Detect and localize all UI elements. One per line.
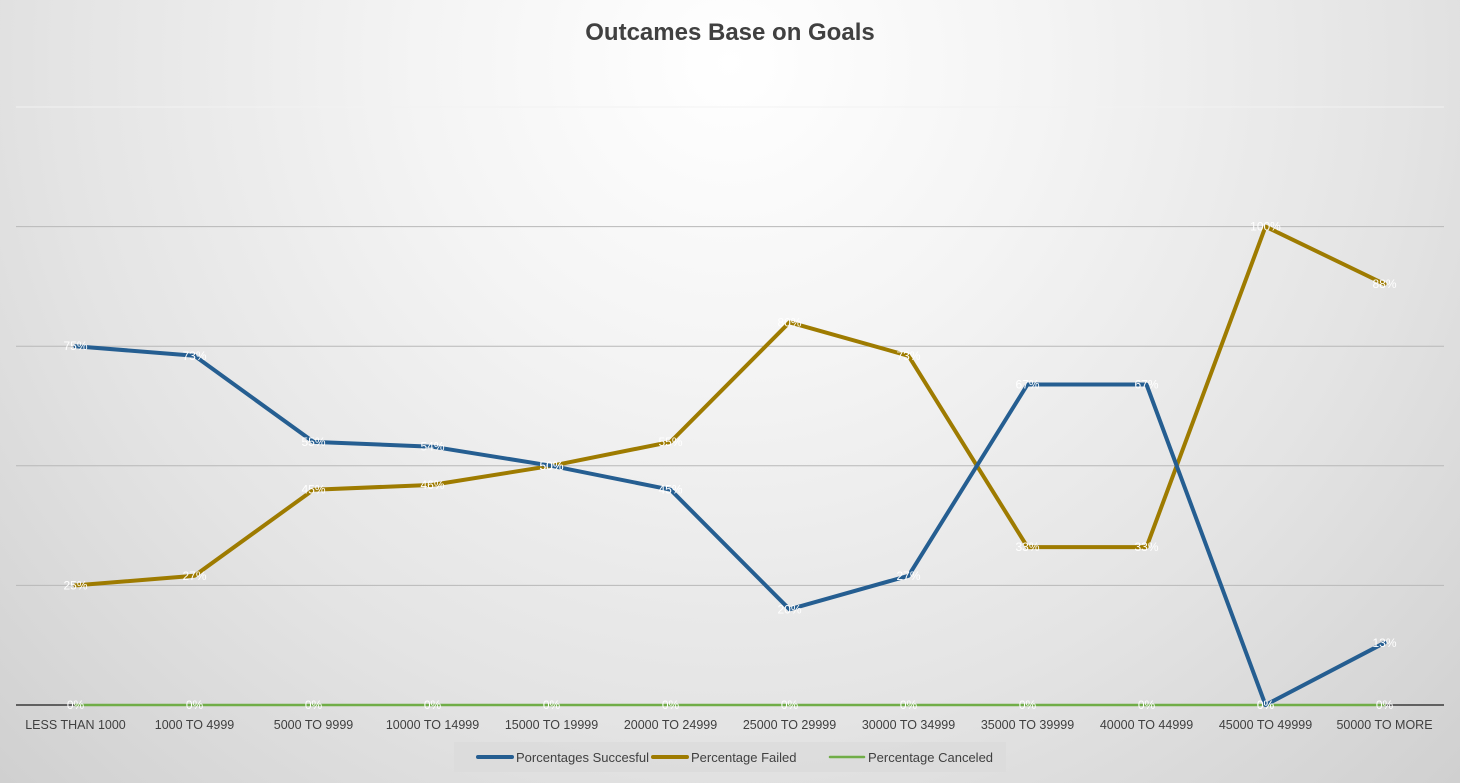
data-label: 20%	[777, 602, 801, 616]
x-tick-label: 30000 TO 34999	[862, 718, 955, 732]
x-tick-label: 20000 TO 24999	[624, 718, 717, 732]
legend: Porcentages Succesful Percentage Failed Pe…	[454, 742, 1006, 772]
x-tick-label: 15000 TO 19999	[505, 718, 598, 732]
data-label: 0%	[543, 698, 561, 712]
x-tick-label: 10000 TO 14999	[386, 718, 479, 732]
data-label: 0%	[900, 698, 918, 712]
data-label: 0%	[1138, 698, 1156, 712]
x-tick-label: 35000 TO 39999	[981, 718, 1074, 732]
x-tick-label: LESS THAN 1000	[25, 718, 126, 732]
x-axis: LESS THAN 1000 1000 TO 4999 5000 TO 9999 10…	[16, 704, 1444, 732]
data-label: 0%	[781, 698, 799, 712]
data-label: 75%	[63, 339, 87, 353]
data-label: 54%	[420, 440, 444, 454]
data-label: 0%	[1019, 698, 1037, 712]
data-label: 27%	[182, 569, 206, 583]
x-tick-label: 5000 TO 9999	[274, 718, 354, 732]
legend-box	[454, 742, 1006, 772]
x-tick-label: 25000 TO 29999	[743, 718, 836, 732]
chart-title: Outcames Base on Goals	[585, 19, 874, 46]
data-label: 33%	[1015, 540, 1039, 554]
data-label: 80%	[777, 315, 801, 329]
x-tick-label: 50000 TO MORE	[1336, 718, 1432, 732]
data-label: 0%	[186, 698, 204, 712]
x-tick-label: 1000 TO 4999	[155, 718, 235, 732]
data-label: 88%	[1372, 277, 1396, 291]
data-label: 67%	[1015, 377, 1039, 391]
data-label: 50%	[539, 459, 563, 473]
data-label: 25%	[63, 578, 87, 592]
data-label: 73%	[896, 349, 920, 363]
data-label: 50%	[539, 459, 563, 473]
data-label: 0%	[424, 698, 442, 712]
series-line	[73, 344, 1387, 707]
data-label: 0%	[1376, 698, 1394, 712]
data-label: 0%	[1257, 698, 1275, 712]
series-line	[73, 224, 1387, 588]
legend-label: Percentage Canceled	[868, 750, 993, 765]
data-label: 0%	[662, 698, 680, 712]
gridlines	[16, 106, 1444, 586]
data-label: 45%	[658, 483, 682, 497]
data-label: 13%	[1372, 636, 1396, 650]
data-label: 55%	[301, 435, 325, 449]
data-labels: 0% 0% 0% 0% 0% 0% 0% 0% 0% 0% 0% 0% 25% 27% 45% 46% 50% 5…	[63, 220, 1396, 712]
data-label: 45%	[301, 483, 325, 497]
legend-label: Porcentages Succesful	[516, 750, 649, 765]
series-lines	[73, 224, 1387, 707]
data-label: 0%	[305, 698, 323, 712]
data-label: 27%	[896, 569, 920, 583]
data-label: 33%	[1134, 540, 1158, 554]
legend-label: Percentage Failed	[691, 750, 797, 765]
data-label: 67%	[1134, 377, 1158, 391]
x-tick-label: 40000 TO 44999	[1100, 718, 1193, 732]
x-tick-label: 45000 TO 49999	[1219, 718, 1312, 732]
data-label: 0%	[67, 698, 85, 712]
data-label: 55%	[658, 435, 682, 449]
data-label: 46%	[420, 478, 444, 492]
data-label: 0%	[1257, 698, 1275, 712]
data-label: 100%	[1250, 220, 1281, 234]
data-label: 73%	[182, 349, 206, 363]
